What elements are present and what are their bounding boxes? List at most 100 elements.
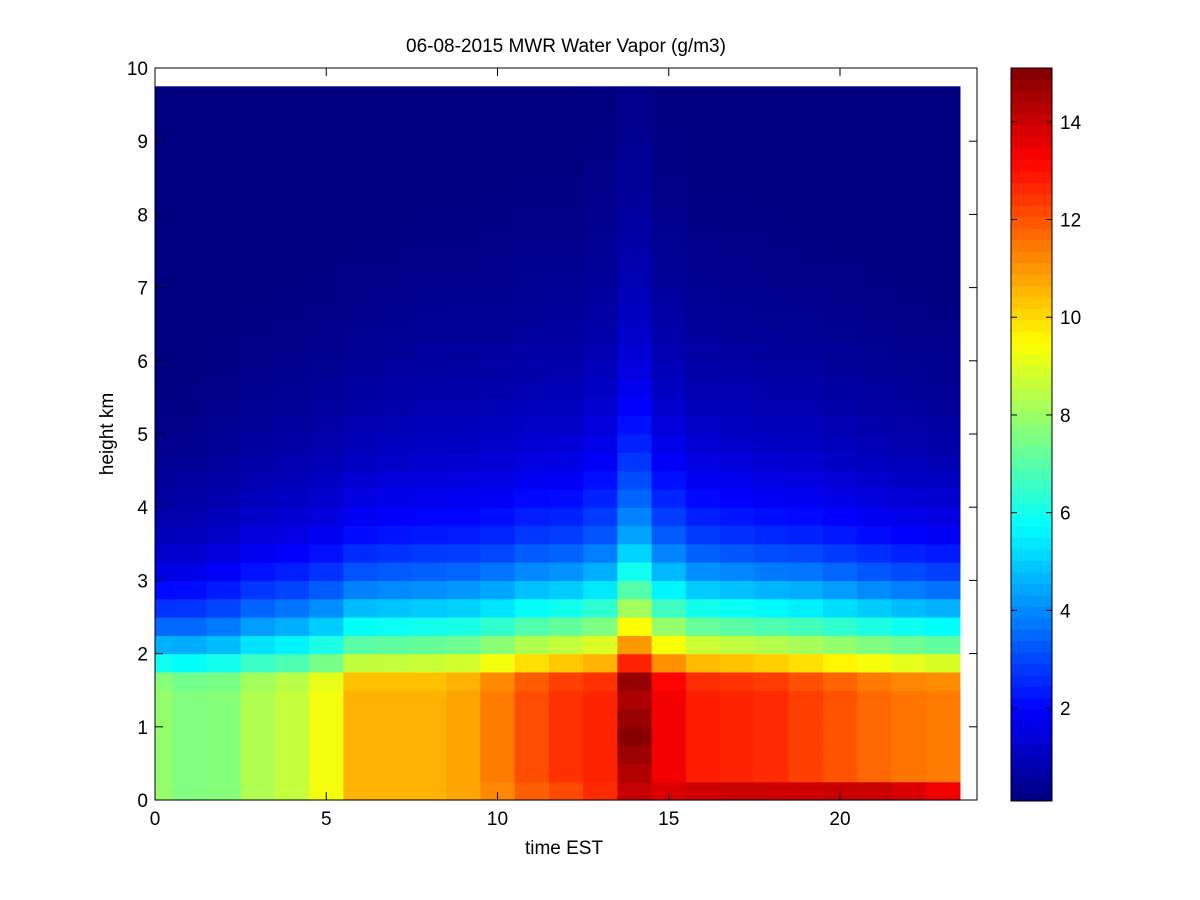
heatmap-cell (514, 159, 550, 179)
heatmap-cell (857, 543, 892, 563)
heatmap-cell (377, 781, 413, 801)
colorbar-swatch (1011, 629, 1052, 642)
heatmap-cell (685, 287, 721, 307)
heatmap-cell (617, 726, 653, 746)
heatmap-cell (583, 287, 618, 307)
heatmap-cell (754, 397, 790, 417)
heatmap-cell (480, 305, 516, 325)
heatmap-cell (240, 708, 276, 728)
heatmap-cell (583, 86, 618, 106)
heatmap-cell (822, 415, 858, 435)
heatmap-cell (754, 232, 790, 252)
heatmap-cell (583, 305, 618, 325)
heatmap-cell (857, 232, 892, 252)
heatmap-cell (617, 86, 653, 106)
heatmap-cell (548, 507, 584, 527)
heatmap-cell (155, 196, 173, 215)
heatmap-cell (822, 86, 858, 106)
heatmap-cell (857, 763, 892, 783)
heatmap-cell (925, 562, 961, 581)
heatmap-cell (446, 269, 481, 289)
heatmap-cell (857, 653, 892, 673)
heatmap-cell (822, 434, 858, 453)
y-tick-label: 1 (137, 718, 148, 739)
colorbar-swatch (1011, 388, 1052, 401)
heatmap-cell (309, 177, 344, 197)
heatmap-cell (274, 690, 310, 710)
heatmap-cell (651, 635, 687, 655)
colorbar-swatch (1011, 709, 1052, 722)
heatmap-cell (651, 690, 687, 710)
heatmap-cell (446, 251, 481, 270)
heatmap-cell (172, 507, 207, 527)
heatmap-cell (925, 690, 961, 710)
heatmap-cell (891, 562, 927, 581)
heatmap-cell (274, 196, 310, 215)
heatmap-cell (206, 452, 242, 472)
heatmap-cell (411, 507, 447, 527)
heatmap-cell (891, 507, 927, 527)
heatmap-cell (343, 251, 379, 270)
colorbar-tick-label: 4 (1060, 601, 1071, 622)
heatmap-cell (155, 342, 173, 362)
heatmap-cell (155, 488, 173, 508)
colorbar-swatch (1011, 503, 1052, 516)
heatmap-cell (822, 159, 858, 179)
heatmap-cell (377, 86, 413, 106)
heatmap-cell (411, 745, 447, 764)
colorbar-swatch (1011, 342, 1052, 355)
heatmap-cell (446, 360, 481, 380)
heatmap-cell (240, 379, 276, 398)
heatmap-cell (274, 360, 310, 380)
heatmap-cell (548, 104, 584, 124)
heatmap-cell (720, 342, 755, 362)
heatmap-cell (172, 232, 207, 252)
heatmap-cell (377, 763, 413, 783)
heatmap-cell (411, 763, 447, 783)
colorbar-swatch (1011, 411, 1052, 424)
heatmap-cell (548, 580, 584, 600)
heatmap-cell (891, 342, 927, 362)
heatmap-cell (583, 122, 618, 142)
heatmap-cell (925, 745, 961, 764)
heatmap-cell (274, 488, 310, 508)
y-tick-label: 6 (137, 352, 148, 373)
heatmap-cell (617, 507, 653, 527)
heatmap-cell (822, 635, 858, 655)
heatmap-cell (720, 434, 755, 453)
heatmap-cell (685, 122, 721, 142)
heatmap-cell (240, 653, 276, 673)
heatmap-cell (206, 671, 242, 691)
heatmap-cell (309, 470, 344, 490)
heatmap-cell (480, 397, 516, 417)
heatmap-cell (309, 86, 344, 106)
heatmap-cell (377, 690, 413, 710)
heatmap-cell (155, 580, 173, 600)
heatmap-cell (206, 342, 242, 362)
heatmap-cell (240, 507, 276, 527)
heatmap-cell (343, 415, 379, 435)
heatmap-cell (309, 287, 344, 307)
heatmap-cell (309, 324, 344, 344)
heatmap-cell (548, 562, 584, 581)
heatmap-cell (925, 177, 961, 197)
heatmap-cell (720, 470, 755, 490)
heatmap-cell (411, 598, 447, 618)
heatmap-cell (788, 269, 824, 289)
heatmap-cell (274, 251, 310, 270)
heatmap-cell (583, 196, 618, 215)
y-tick-label: 9 (137, 132, 148, 153)
heatmap-cell (720, 305, 755, 325)
heatmap-cell (514, 434, 550, 453)
heatmap-cell (720, 745, 755, 764)
heatmap-cell (155, 726, 173, 746)
heatmap-cell (548, 726, 584, 746)
colorbar-swatch (1011, 274, 1052, 287)
heatmap-cell (925, 360, 961, 380)
colorbar-tick-label: 2 (1060, 699, 1071, 720)
colorbar-tick-label: 14 (1060, 113, 1082, 134)
heatmap-cell (411, 305, 447, 325)
heatmap-cell (514, 543, 550, 563)
heatmap-cell (155, 104, 173, 124)
heatmap-cell (343, 86, 379, 106)
